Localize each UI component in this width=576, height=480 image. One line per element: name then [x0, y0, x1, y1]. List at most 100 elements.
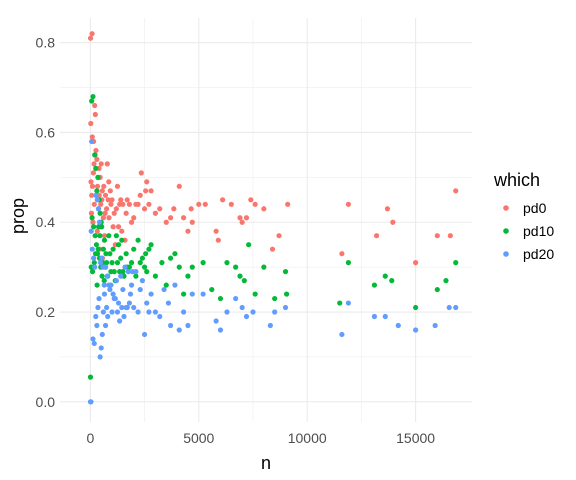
- data-point: [163, 219, 169, 225]
- data-point: [94, 197, 100, 203]
- data-point: [200, 260, 206, 266]
- data-point: [126, 201, 132, 207]
- data-point: [88, 210, 95, 216]
- data-point: [413, 260, 419, 266]
- data-point: [90, 336, 96, 342]
- data-point: [181, 309, 187, 315]
- data-point: [93, 313, 99, 320]
- data-point: [99, 331, 105, 338]
- data-point: [104, 304, 110, 311]
- data-point: [115, 300, 122, 306]
- data-point: [241, 278, 247, 284]
- data-point: [107, 188, 113, 194]
- data-point: [146, 246, 152, 252]
- data-point: [217, 327, 224, 333]
- data-point: [146, 309, 152, 315]
- data-point: [99, 188, 105, 194]
- data-point: [117, 269, 123, 275]
- data-point: [133, 273, 139, 279]
- data-point: [148, 291, 154, 297]
- data-point: [189, 291, 195, 297]
- data-point: [101, 291, 108, 297]
- data-point: [99, 273, 105, 279]
- x-tick-label: 10000: [288, 430, 327, 446]
- data-point: [148, 188, 154, 194]
- data-point: [181, 291, 187, 297]
- data-point: [110, 291, 116, 297]
- data-point: [93, 165, 99, 171]
- data-point: [100, 246, 106, 252]
- data-point: [115, 224, 122, 230]
- data-point: [181, 215, 187, 221]
- data-point: [167, 255, 174, 261]
- y-tick-label: 0.6: [36, 124, 56, 140]
- data-point: [98, 201, 104, 207]
- data-point: [95, 206, 101, 212]
- data-point: [91, 161, 97, 167]
- data-point: [94, 322, 100, 329]
- data-point: [118, 255, 124, 261]
- data-point: [90, 170, 96, 176]
- data-point: [92, 152, 98, 158]
- data-point: [113, 206, 119, 212]
- data-point: [117, 201, 123, 207]
- data-point: [131, 215, 137, 221]
- data-point: [98, 345, 104, 351]
- data-point: [128, 260, 135, 266]
- data-point: [108, 269, 114, 275]
- data-point: [224, 309, 230, 315]
- data-point: [106, 215, 112, 221]
- data-point: [117, 318, 123, 324]
- data-point: [104, 206, 110, 212]
- data-point: [106, 233, 112, 239]
- data-point: [114, 309, 121, 315]
- data-point: [87, 374, 94, 380]
- data-point: [152, 273, 159, 279]
- data-point: [152, 309, 159, 315]
- data-point: [157, 313, 163, 320]
- data-point: [163, 282, 169, 288]
- data-point: [90, 93, 96, 100]
- data-point: [128, 219, 135, 225]
- data-point: [88, 120, 94, 127]
- data-point: [109, 197, 115, 203]
- data-point: [102, 192, 109, 198]
- data-point: [89, 134, 95, 140]
- data-point: [209, 286, 215, 293]
- y-axis-title: prop: [8, 198, 28, 234]
- data-point: [95, 246, 101, 252]
- data-point: [139, 255, 145, 261]
- data-point: [109, 309, 115, 315]
- data-point: [185, 322, 191, 329]
- data-point: [141, 206, 148, 212]
- data-point: [93, 192, 99, 198]
- data-point: [105, 197, 111, 203]
- data-point: [434, 233, 440, 239]
- data-point: [239, 219, 245, 225]
- data-point: [371, 282, 378, 288]
- data-point: [121, 313, 127, 320]
- data-point: [228, 201, 234, 207]
- data-point: [88, 399, 94, 405]
- legend-label-pd10: pd10: [523, 223, 554, 239]
- data-point: [267, 322, 273, 329]
- data-point: [131, 304, 137, 311]
- legend: which pd0 pd10 pd20: [493, 170, 554, 262]
- data-point: [91, 255, 97, 261]
- data-point: [122, 264, 128, 270]
- y-tick-label: 0.8: [36, 35, 56, 51]
- data-point: [345, 201, 351, 207]
- data-point: [176, 327, 182, 333]
- data-point: [124, 197, 130, 203]
- data-point: [89, 138, 95, 145]
- data-point: [200, 291, 206, 297]
- data-point: [137, 260, 143, 266]
- data-point: [167, 322, 174, 329]
- data-point: [91, 201, 97, 207]
- data-point: [96, 219, 103, 225]
- data-point: [284, 291, 290, 297]
- data-point: [102, 322, 109, 329]
- data-point: [98, 161, 104, 167]
- legend-title: which: [493, 170, 540, 190]
- data-point: [89, 183, 96, 189]
